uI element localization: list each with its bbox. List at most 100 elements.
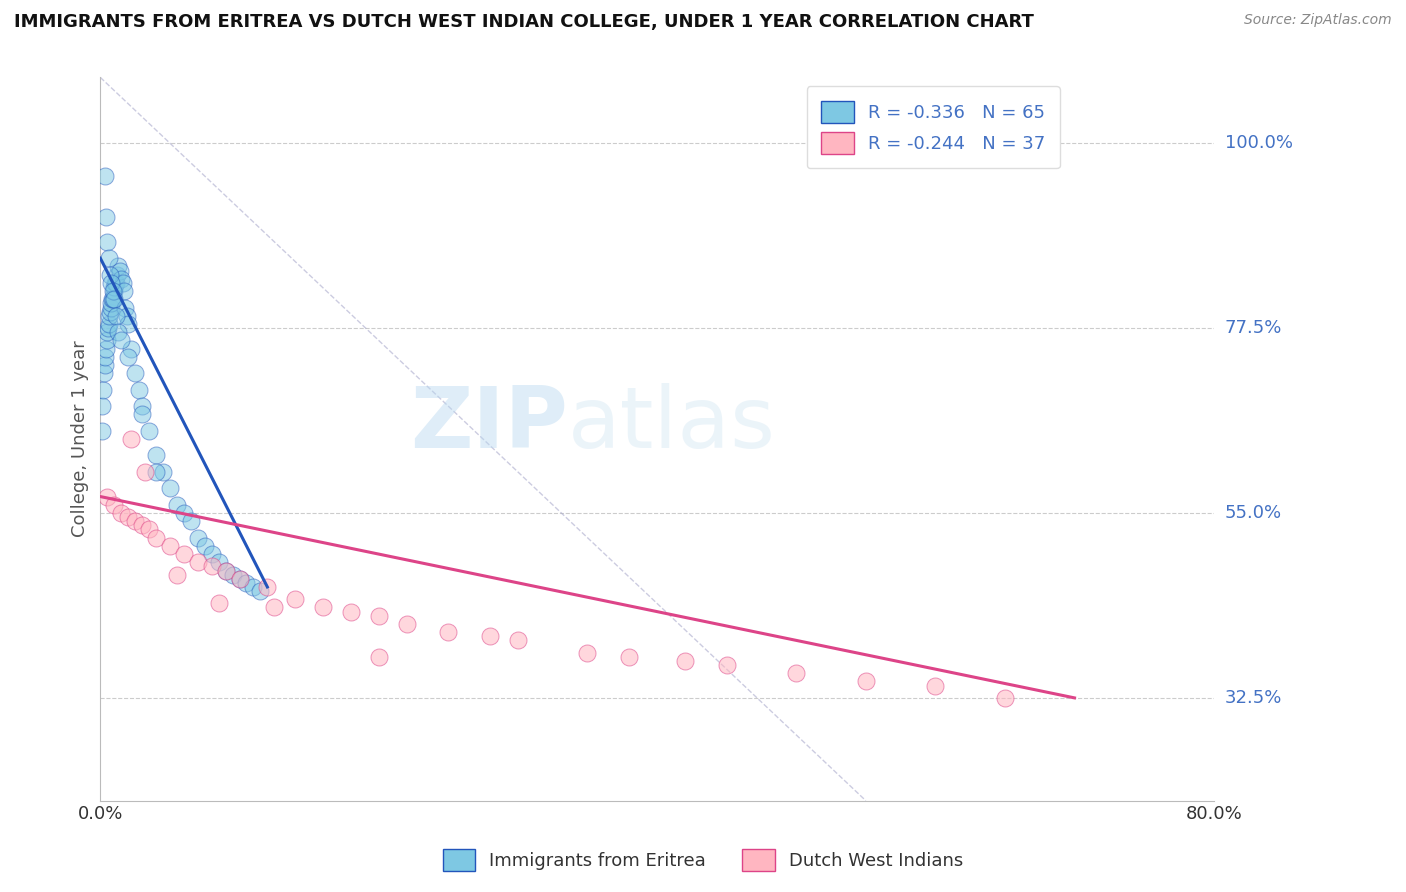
Point [117, 510, 139, 524]
Point [131, 399, 153, 413]
Text: ZIP: ZIP [411, 383, 568, 466]
Point [228, 572, 250, 586]
Point [120, 432, 142, 446]
Y-axis label: College, Under 1 year: College, Under 1 year [72, 341, 89, 537]
Point [91, 383, 114, 397]
Point [98, 309, 121, 323]
Text: 100.0%: 100.0% [1225, 134, 1292, 153]
Point [111, 276, 134, 290]
Point [96, 325, 118, 339]
Point [256, 580, 278, 594]
Point [124, 366, 146, 380]
Point [108, 263, 131, 277]
Point [100, 276, 122, 290]
Point [101, 284, 124, 298]
Point [103, 284, 125, 298]
Point [110, 272, 132, 286]
Point [104, 309, 127, 323]
Point [131, 408, 153, 422]
Point [97, 317, 120, 331]
Point [103, 498, 125, 512]
Point [114, 301, 136, 315]
Point [101, 293, 124, 307]
Point [110, 334, 132, 348]
Point [145, 465, 167, 479]
Point [128, 383, 150, 397]
Point [785, 666, 807, 681]
Point [437, 625, 460, 640]
Point [101, 293, 124, 307]
Point [312, 600, 335, 615]
Point [194, 539, 217, 553]
Point [145, 449, 167, 463]
Point [110, 506, 132, 520]
Text: 32.5%: 32.5% [1225, 689, 1282, 706]
Point [159, 481, 181, 495]
Point [104, 276, 127, 290]
Point [120, 342, 142, 356]
Point [924, 679, 946, 693]
Text: 77.5%: 77.5% [1225, 319, 1282, 337]
Point [214, 564, 236, 578]
Point [576, 646, 599, 660]
Point [187, 555, 209, 569]
Point [208, 555, 231, 569]
Point [107, 260, 129, 274]
Point [214, 564, 236, 578]
Point [107, 325, 129, 339]
Point [134, 465, 156, 479]
Point [479, 629, 502, 643]
Point [284, 592, 307, 607]
Point [94, 210, 117, 224]
Point [98, 268, 121, 282]
Point [94, 342, 117, 356]
Point [103, 280, 125, 294]
Point [96, 235, 118, 249]
Point [138, 424, 160, 438]
Point [90, 424, 112, 438]
Point [159, 539, 181, 553]
Point [104, 276, 127, 290]
Text: IMMIGRANTS FROM ERITREA VS DUTCH WEST INDIAN COLLEGE, UNDER 1 YEAR CORRELATION C: IMMIGRANTS FROM ERITREA VS DUTCH WEST IN… [14, 13, 1033, 31]
Point [506, 633, 529, 648]
Point [100, 296, 122, 310]
Point [152, 465, 174, 479]
Point [673, 654, 696, 668]
Point [93, 358, 115, 372]
Point [166, 498, 188, 512]
Point [96, 490, 118, 504]
Point [103, 293, 125, 307]
Point [617, 649, 640, 664]
Point [105, 268, 128, 282]
Point [340, 605, 363, 619]
Point [96, 334, 118, 348]
Point [98, 304, 121, 318]
Point [97, 252, 120, 266]
Point [145, 531, 167, 545]
Text: Source: ZipAtlas.com: Source: ZipAtlas.com [1244, 13, 1392, 28]
Point [249, 584, 271, 599]
Point [131, 518, 153, 533]
Point [235, 575, 257, 590]
Point [97, 321, 120, 335]
Point [201, 547, 224, 561]
Point [855, 674, 877, 689]
Text: 55.0%: 55.0% [1225, 504, 1282, 522]
Point [93, 169, 115, 183]
Point [166, 567, 188, 582]
Point [124, 514, 146, 528]
Point [994, 690, 1017, 705]
Point [117, 317, 139, 331]
Text: atlas: atlas [568, 383, 776, 466]
Point [221, 567, 243, 582]
Point [93, 366, 115, 380]
Point [180, 514, 202, 528]
Point [100, 301, 122, 315]
Legend: R = -0.336   N = 65, R = -0.244   N = 37: R = -0.336 N = 65, R = -0.244 N = 37 [807, 87, 1060, 169]
Point [367, 608, 389, 623]
Point [117, 350, 139, 364]
Point [242, 580, 264, 594]
Point [367, 649, 389, 664]
Legend: Immigrants from Eritrea, Dutch West Indians: Immigrants from Eritrea, Dutch West Indi… [436, 842, 970, 879]
Point [138, 523, 160, 537]
